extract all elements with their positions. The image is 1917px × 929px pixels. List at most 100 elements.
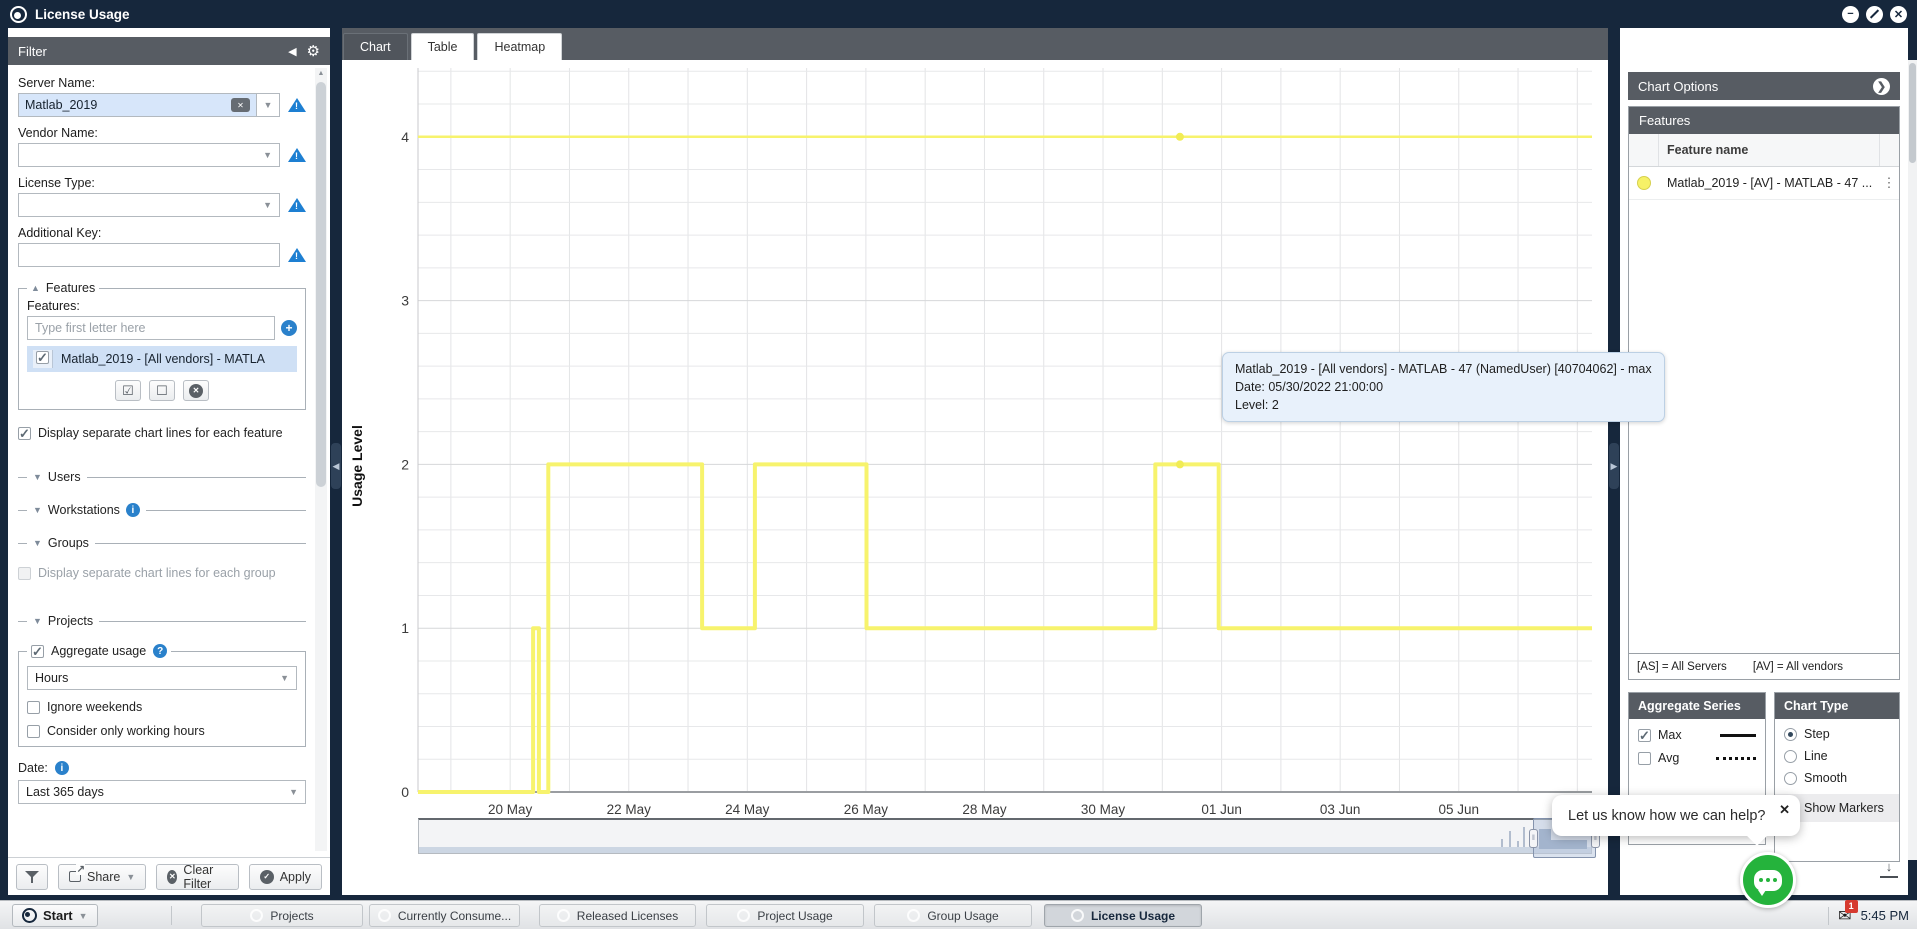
taskbar-item-currently-consumed[interactable]: Currently Consume... [369,904,520,927]
start-button[interactable]: Start ▼ [12,904,98,927]
additional-key-input[interactable] [18,243,280,267]
chevron-down-icon: ▼ [33,472,42,482]
features-table: Features Feature name Matlab_2019 - [AV]… [1628,106,1900,680]
scrollbar-thumb[interactable] [316,82,326,487]
close-icon[interactable]: ✕ [1779,802,1790,817]
section-users[interactable]: ▼ Users [18,470,306,484]
svg-text:20 May: 20 May [488,802,533,817]
collapse-left-panel-handle[interactable]: ◀ [331,443,341,489]
taskbar-item-group-usage[interactable]: Group Usage [874,904,1032,927]
step-radio[interactable] [1784,727,1797,741]
feature-checkbox[interactable] [36,350,49,366]
select-all-button[interactable]: ☑ [115,380,141,401]
taskbar-separator [171,906,172,925]
add-icon[interactable]: + [281,320,297,336]
taskbar-item-project-usage[interactable]: Project Usage [706,904,864,927]
usage-chart[interactable]: 0 1 2 3 4 20 May 22 May 24 May 26 May 28 May 30 Ma… [342,60,1608,860]
avg-label: Avg [1658,751,1680,765]
feature-row[interactable]: Matlab_2019 - [AV] - MATLAB - 47 ... ⋮ [1629,167,1899,200]
info-icon[interactable]: i [125,503,140,517]
warning-triangle-icon[interactable] [288,97,306,113]
time-range-navigator[interactable]: ‖ ‖ [418,818,1600,858]
messages-icon[interactable]: ✉ 1 [1838,899,1858,926]
aggregate-usage-checkbox[interactable] [31,644,44,660]
scrollbar-thumb[interactable] [1909,63,1916,163]
navigator-data-spike [1517,841,1519,847]
aggregate-interval-value: Hours [35,671,69,685]
start-label: Start [43,908,73,923]
working-hours-checkbox[interactable] [27,724,40,738]
chevron-down-icon: ▼ [263,200,272,210]
section-groups[interactable]: ▼ Groups [18,536,306,550]
gear-icon[interactable]: ⚙ [306,43,320,60]
show-markers-label: Show Markers [1804,801,1884,815]
funnel-icon [25,870,39,883]
chart-type-header: Chart Type [1775,693,1899,719]
help-icon[interactable]: ? [153,644,168,658]
tab-table[interactable]: Table [410,33,475,60]
apply-button[interactable]: ✓ Apply [248,863,322,890]
footer-av: [AV] = All vendors [1752,660,1844,673]
chat-button[interactable] [1740,852,1796,908]
minimize-icon[interactable]: − [1842,5,1859,23]
download-icon[interactable]: ↓ [1880,860,1898,878]
chevron-down-icon[interactable]: ▼ [256,94,279,116]
tab-heatmap[interactable]: Heatmap [477,33,563,60]
navigator-left-handle[interactable]: ‖ [1529,829,1538,848]
avg-checkbox[interactable] [1638,751,1651,765]
kebab-menu-icon[interactable]: ⋮ [1882,175,1896,190]
features-search-input[interactable]: Type first letter here [27,316,275,340]
filter-actions: Share ▼ ✕ Clear Filter ✓ Apply [8,857,330,895]
collapse-panel-icon[interactable]: ◀ [288,45,297,58]
close-icon[interactable]: ✕ [1890,5,1907,23]
main-region: Chart Table Heatmap Usage Level 0 1 2 3 4 20 … [342,28,1665,895]
chevron-down-icon: ▼ [280,673,289,683]
taskbar-item-projects[interactable]: Projects [201,904,363,927]
filter-button[interactable] [16,863,48,890]
selected-feature-item[interactable]: Matlab_2019 - [All vendors] - MATLA [27,346,297,372]
navigator-data-spike [1523,827,1525,847]
line-radio[interactable] [1784,749,1797,763]
ignore-weekends-checkbox[interactable] [27,700,40,714]
taskbar-item-license-usage[interactable]: License Usage [1044,904,1202,927]
display-per-group-checkbox[interactable] [18,566,31,580]
max-checkbox[interactable] [1638,728,1651,744]
aggregate-usage-label: Aggregate usage [51,644,147,658]
warning-triangle-icon[interactable] [288,247,306,263]
remove-features-button[interactable]: ✕ [183,380,209,401]
collapse-right-panel-handle[interactable]: ▶ [1609,443,1619,489]
chart-area[interactable]: Usage Level 0 1 2 3 4 20 May 22 May 24 May 26 Ma… [342,60,1665,895]
svg-text:0: 0 [401,784,409,800]
sidebar-scrollbar[interactable]: ▲ [315,68,327,851]
aggregate-interval-select[interactable]: Hours ▼ [27,666,297,690]
server-name-input[interactable]: Matlab_2019 ✕ ▼ [18,93,280,117]
scroll-up-icon[interactable]: ▲ [317,70,325,77]
warning-triangle-icon[interactable] [288,197,306,213]
clear-filter-button[interactable]: ✕ Clear Filter [156,863,239,891]
collapse-options-icon[interactable]: ❯ [1873,77,1890,95]
section-workstations[interactable]: ▼ Workstations i [18,503,306,517]
app-icon [907,909,921,922]
date-range-select[interactable]: Last 365 days ▼ [18,780,306,804]
taskbar-item-released-licenses[interactable]: Released Licenses [539,904,696,927]
license-type-select[interactable]: ▼ [18,193,280,217]
section-projects[interactable]: ▼ Projects [18,614,306,628]
warning-triangle-icon[interactable] [288,147,306,163]
maximize-icon[interactable] [1866,5,1883,23]
chart-tooltip: Matlab_2019 - [All vendors] - MATLAB - 4… [1222,352,1665,423]
app-logo-icon [10,5,27,23]
display-per-feature-checkbox[interactable] [18,426,31,442]
deselect-all-button[interactable]: ☐ [149,380,175,401]
features-legend[interactable]: ▲ Features [31,281,96,295]
info-icon[interactable]: i [54,761,69,775]
clear-text-icon[interactable]: ✕ [231,98,250,112]
filter-title: Filter [18,43,47,59]
features-group: ▲ Features Features: Type first letter he… [18,281,306,410]
share-button[interactable]: Share ▼ [58,863,147,890]
vendor-name-select[interactable]: ▼ [18,143,280,167]
tab-chart[interactable]: Chart [343,33,408,60]
window-scrollbar[interactable] [1908,60,1917,860]
navigator-data-spike [1509,831,1511,847]
section-users-label: Users [47,470,81,484]
smooth-radio[interactable] [1784,771,1797,785]
